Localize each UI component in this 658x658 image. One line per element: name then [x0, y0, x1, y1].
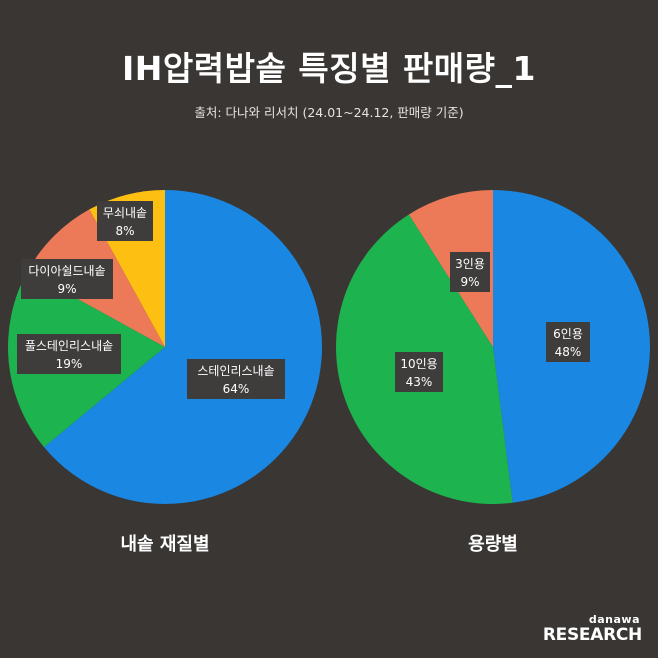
page-title: IH압력밥솥 특징별 판매량_1	[122, 49, 536, 88]
slice-label-value: 64%	[223, 382, 250, 396]
pie-slice-0-0	[44, 190, 322, 505]
label-box	[395, 352, 443, 392]
chart-title-material: 내솥 재질별	[120, 534, 210, 555]
slice-label-value: 9%	[57, 282, 76, 296]
slice-label-name: 10인용	[400, 357, 437, 371]
slice-label-value: 9%	[460, 275, 479, 289]
slice-label-name: 3인용	[455, 257, 485, 271]
page-subtitle: 출처: 다나와 리서치 (24.01~24.12, 판매량 기준)	[194, 105, 464, 120]
slice-label-0-1: 풀스테인리스내솥 19%	[17, 334, 121, 374]
logo-brand-top: danawa	[588, 613, 640, 626]
slice-label-name: 다이아쉴드내솥	[28, 264, 105, 278]
slice-label-0-0: 스테인리스내솥 64%	[187, 359, 285, 399]
label-box	[450, 252, 490, 292]
slice-label-value: 8%	[115, 224, 134, 238]
chart-title-capacity: 용량별	[468, 534, 518, 555]
slice-label-name: 풀스테인리스내솥	[25, 339, 113, 353]
slice-label-value: 43%	[406, 375, 433, 389]
slice-label-name: 스테인리스내솥	[197, 364, 274, 378]
label-box	[97, 201, 153, 241]
label-box	[21, 259, 113, 299]
slice-label-value: 19%	[56, 357, 83, 371]
slice-label-name: 무쇠내솥	[103, 206, 147, 220]
danawa-research-logo: danawa RESEARCH	[543, 613, 642, 644]
slice-label-name: 6인용	[553, 327, 583, 341]
label-box	[546, 322, 590, 362]
slice-label-0-3: 무쇠내솥 8%	[97, 201, 153, 241]
slice-label-1-1: 10인용 43%	[395, 352, 443, 392]
label-box	[17, 334, 121, 374]
slice-label-0-2: 다이아쉴드내솥 9%	[21, 259, 113, 299]
slice-label-value: 48%	[555, 345, 582, 359]
label-box	[187, 359, 285, 399]
logo-brand-bottom: RESEARCH	[542, 625, 642, 645]
